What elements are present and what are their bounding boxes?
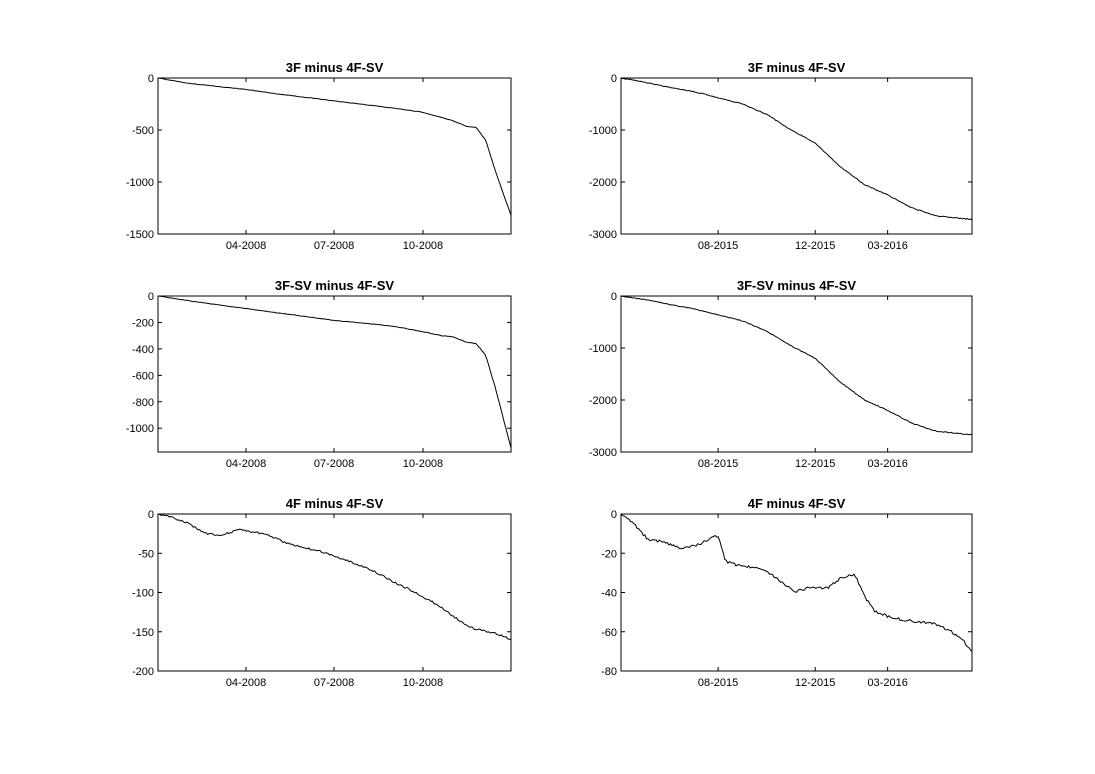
series-line	[157, 295, 512, 449]
chart-title: 3F minus 4F-SV	[748, 60, 846, 75]
panel-4: 3F-SV minus 4F-SV 0 -1000 -2000 -3000 08-2015…	[589, 278, 973, 470]
series-line	[157, 77, 512, 216]
y-tick-label: -600	[132, 370, 154, 382]
x-tick-label: 07-2008	[314, 458, 354, 470]
y-tick-label: -2000	[589, 395, 617, 407]
y-tick-label: -800	[132, 397, 154, 409]
y-tick-label: -1000	[126, 177, 154, 189]
y-tick-label: -3000	[589, 229, 617, 241]
x-tick-label: 04-2008	[226, 677, 266, 689]
x-tick-label: 10-2008	[403, 677, 443, 689]
chart-title: 3F-SV minus 4F-SV	[737, 278, 857, 293]
y-tick-label: -200	[132, 317, 154, 329]
panel-6: 4F minus 4F-SV 0 -20 -40 -60 -80 08-2015 12-201…	[601, 496, 973, 689]
y-tick-label: -80	[601, 666, 617, 678]
x-tick-label: 08-2015	[698, 458, 738, 470]
x-tick-label: 12-2015	[795, 458, 835, 470]
x-tick-label: 03-2016	[867, 240, 907, 252]
series-line	[620, 77, 973, 220]
series-line	[157, 513, 512, 641]
y-tick-label: -100	[132, 588, 154, 600]
panel-2: 3F minus 4F-SV 0 -1000 -2000 -3000 08-2015 12-…	[589, 60, 973, 252]
y-tick-label: 0	[611, 509, 617, 521]
chart-title: 3F minus 4F-SV	[286, 60, 384, 75]
x-tick-label: 12-2015	[795, 240, 835, 252]
x-tick-label: 04-2008	[226, 240, 266, 252]
y-tick-label: -50	[138, 548, 154, 560]
y-tick-label: -3000	[589, 447, 617, 459]
x-tick-label: 04-2008	[226, 458, 266, 470]
x-tick-label: 08-2015	[698, 677, 738, 689]
y-tick-label: 0	[611, 291, 617, 303]
y-tick-label: -1000	[126, 423, 154, 435]
y-tick-label: 0	[148, 509, 154, 521]
panel-1: 3F minus 4F-SV 0 -500 -1000 -1500 04-2008 07-2…	[126, 60, 512, 252]
y-tick-label: -40	[601, 588, 617, 600]
y-tick-label: -1000	[589, 125, 617, 137]
chart-title: 3F-SV minus 4F-SV	[275, 278, 395, 293]
x-tick-label: 08-2015	[698, 240, 738, 252]
y-tick-label: -1000	[589, 343, 617, 355]
chart-title: 4F minus 4F-SV	[286, 496, 384, 511]
axes-frame	[620, 295, 973, 453]
chart-title: 4F minus 4F-SV	[748, 496, 846, 511]
panel-3: 3F-SV minus 4F-SV 0 -200 -400 -600 -800 -1000 0…	[126, 278, 512, 470]
y-tick-label: -400	[132, 344, 154, 356]
axes-frame	[620, 77, 973, 235]
y-tick-label: 0	[148, 73, 154, 85]
x-tick-label: 03-2016	[867, 677, 907, 689]
y-tick-label: -60	[601, 627, 617, 639]
y-tick-label: 0	[611, 73, 617, 85]
y-tick-label: -200	[132, 666, 154, 678]
y-tick-label: 0	[148, 291, 154, 303]
x-tick-label: 07-2008	[314, 677, 354, 689]
series-line	[620, 513, 973, 652]
y-tick-label: -1500	[126, 229, 154, 241]
panel-5: 4F minus 4F-SV 0 -50 -100 -150 -200 04-2008 07-…	[132, 496, 512, 689]
x-tick-label: 07-2008	[314, 240, 354, 252]
y-tick-label: -500	[132, 125, 154, 137]
y-tick-label: -2000	[589, 177, 617, 189]
series-line	[620, 295, 973, 436]
y-tick-label: -150	[132, 627, 154, 639]
x-tick-label: 12-2015	[795, 677, 835, 689]
y-tick-label: -20	[601, 548, 617, 560]
x-tick-label: 10-2008	[403, 458, 443, 470]
x-tick-label: 03-2016	[867, 458, 907, 470]
x-tick-label: 10-2008	[403, 240, 443, 252]
